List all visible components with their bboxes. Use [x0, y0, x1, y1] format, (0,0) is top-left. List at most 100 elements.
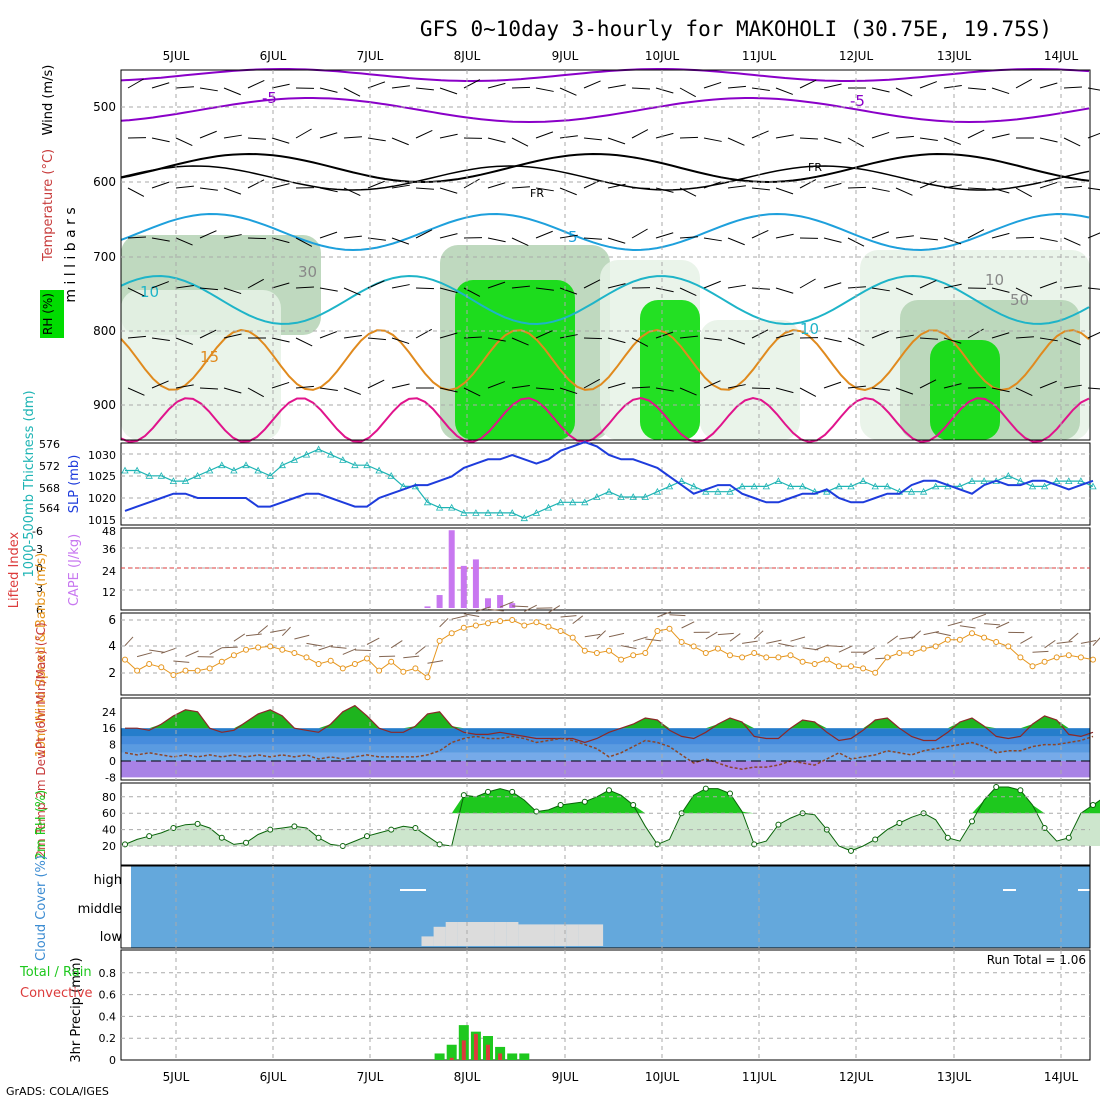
rh2m-point — [291, 823, 298, 830]
wind-barb — [175, 337, 193, 345]
thickness-point — [327, 450, 335, 458]
wind10-barb — [766, 639, 782, 644]
thickness-y-left-tick-label: 572 — [39, 460, 60, 473]
wind-barb — [607, 382, 626, 389]
wind10-barb — [669, 614, 686, 617]
wind10-point — [206, 665, 213, 672]
wind-barb — [1087, 87, 1100, 91]
wind-barb — [991, 133, 1010, 139]
x-tick-label-top: 10JUL — [645, 49, 680, 63]
wind-barb — [1015, 287, 1033, 297]
x-tick-label-top: 12JUL — [839, 49, 874, 63]
precip-convective-bar — [473, 1033, 478, 1060]
wind-barb — [847, 337, 865, 347]
wind10-barb — [572, 615, 584, 624]
wind-barb — [487, 237, 506, 243]
wind-barb — [871, 231, 890, 239]
thickness-point — [593, 493, 601, 500]
slp-y-right-tick-label: 1025 — [88, 470, 116, 483]
wind-barb — [991, 232, 1010, 239]
wind10-point — [908, 650, 915, 656]
thickness-point — [883, 482, 891, 490]
cape-bar — [497, 595, 504, 608]
x-tick-label-bottom: 11JUL — [742, 1070, 777, 1084]
wind10-barb — [596, 630, 606, 640]
x-tick-label-top: 11JUL — [742, 49, 777, 63]
wind10-point — [182, 667, 189, 674]
thickness-point — [1089, 482, 1097, 490]
wind10-barb — [657, 611, 672, 618]
wind-barb — [511, 337, 529, 346]
wind-barb — [1015, 187, 1032, 198]
x-tick-label-top: 13JUL — [937, 49, 972, 63]
cape-frame — [120, 527, 1091, 611]
thickness-point — [641, 493, 649, 500]
rh2m-point — [557, 802, 564, 808]
wind10-point — [557, 628, 564, 634]
wind-barb — [679, 335, 698, 339]
wind-barb — [679, 87, 696, 98]
rh2m-point — [775, 821, 782, 828]
thickness-point — [266, 471, 274, 479]
rh2m-point — [969, 818, 975, 825]
rh2m-area-high — [125, 787, 1100, 814]
wind-barb — [1087, 232, 1100, 239]
thickness-point — [460, 509, 468, 516]
thickness-point — [665, 482, 674, 490]
precip-convective-bar — [461, 1040, 466, 1060]
wind-barb — [295, 128, 312, 139]
temp-line — [125, 704, 1094, 744]
wind-barb — [967, 229, 985, 239]
wind-barb — [943, 84, 962, 89]
wind10-barb — [379, 655, 396, 658]
wind10-point — [351, 661, 358, 667]
thickness-point — [980, 477, 988, 484]
wind-barb — [967, 87, 986, 91]
thickness-point — [363, 461, 371, 469]
thickness-point — [145, 471, 153, 479]
temp2m-frame — [120, 697, 1091, 781]
contour-label: 10 — [140, 283, 159, 301]
wind-barb — [367, 81, 386, 89]
thickness-point — [569, 498, 577, 506]
wind-barb — [367, 137, 386, 142]
wind-barb — [1087, 287, 1100, 290]
wind10-barb — [548, 605, 561, 614]
x-tick-label-bottom: 8JUL — [454, 1070, 481, 1084]
rh-blob — [700, 320, 800, 440]
wind-barb — [511, 237, 529, 247]
li-y-left-tick-label: 3 — [36, 582, 43, 595]
wind10-barb — [1020, 636, 1033, 644]
rh2m-y-tick-label: 20 — [102, 840, 116, 853]
wind-barb — [1063, 384, 1082, 389]
wind-barb — [199, 387, 219, 390]
wind-barb — [535, 287, 554, 291]
wind-barb — [415, 328, 432, 339]
wind-barb — [679, 136, 699, 139]
wind10-point — [134, 667, 141, 674]
wind10-barb — [233, 633, 246, 642]
wind-barb — [583, 237, 602, 240]
wind-barb — [487, 137, 506, 143]
wind-barb — [559, 187, 577, 196]
wind10-point — [1041, 658, 1048, 665]
wind-barb — [511, 285, 530, 289]
wind10-point — [763, 654, 770, 661]
wind-barb — [223, 234, 242, 239]
wind-barb — [1039, 281, 1058, 289]
thickness-line — [125, 448, 1094, 519]
li-ylabel: Lifted Index — [7, 531, 22, 608]
wind-barb — [223, 387, 242, 394]
wind-barb — [799, 278, 816, 289]
wind-barb — [463, 387, 481, 397]
thickness-point — [121, 466, 129, 474]
wind-barb — [391, 284, 410, 289]
temp2m-y-tick-label: 0 — [109, 755, 116, 768]
thickness-point — [387, 471, 395, 479]
wind10-point — [448, 630, 455, 637]
thickness-point — [351, 461, 359, 469]
wind10-point — [388, 658, 395, 665]
wind-barb — [943, 283, 962, 289]
wind10-point — [412, 665, 419, 672]
wind-barb — [319, 187, 338, 193]
